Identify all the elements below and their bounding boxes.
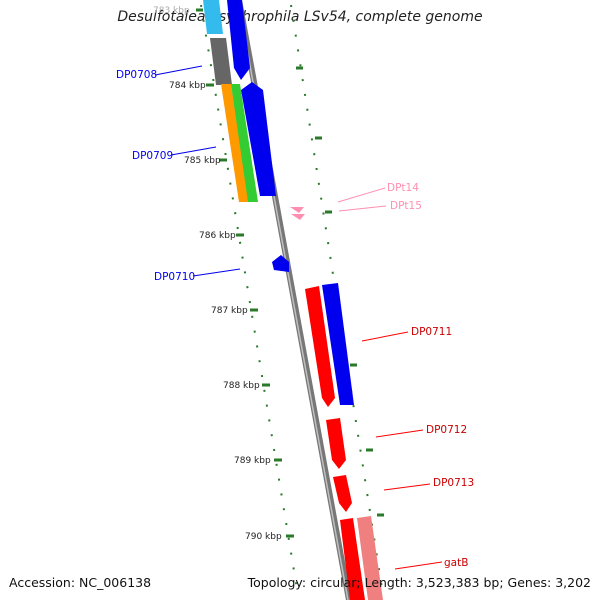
gatb-salmon-bar [357, 516, 383, 600]
gene-label-gatb[interactable]: gatB [444, 557, 468, 569]
dp0710-leader-line [192, 268, 241, 277]
dp0713-leader-line [383, 483, 431, 491]
dpt14-arrow [290, 207, 304, 213]
tick-marks [196, 8, 384, 538]
gatb-red-bar [340, 518, 365, 600]
tick-label: 786 kbp [199, 231, 236, 241]
tick-label: 784 kbp [169, 81, 206, 91]
cyan-feature-bar [203, 0, 223, 34]
dp0713-red-bar [333, 475, 352, 512]
dp0709-orange-bar [221, 84, 249, 202]
gene-label-dp0713[interactable]: DP0713 [433, 477, 474, 489]
dp0708-leader-line [154, 65, 203, 76]
dp0711-blue-bar [322, 283, 354, 405]
dpt14-leader-line [337, 187, 386, 203]
dp0712-red-bar [326, 418, 346, 469]
dp0710-feature-bar [272, 255, 289, 272]
dp0711-red-bar [305, 286, 335, 407]
gene-label-dpt14[interactable]: DPt14 [387, 182, 419, 194]
accession-label: Accession: NC_006138 [9, 575, 152, 590]
dp0709-leader-line [170, 146, 217, 156]
tick-label: 790 kbp [245, 532, 282, 542]
gene-label-dpt15[interactable]: DPt15 [390, 200, 422, 212]
dp0711-leader-line [361, 331, 409, 342]
dp0708-feature-bar [210, 38, 232, 85]
gene-label-dp0711[interactable]: DP0711 [411, 326, 452, 338]
dp0712-leader-line [375, 429, 424, 438]
topology-label: Topology: circular; Length: 3,523,383 bp… [247, 575, 591, 590]
blue-bar-upper [227, 0, 250, 80]
tick-label: 783 kbp [153, 6, 190, 16]
gatb-leader-line [394, 561, 443, 570]
gene-label-dp0709[interactable]: DP0709 [132, 150, 173, 162]
tick-label: 787 kbp [211, 306, 248, 316]
tick-label: 788 kbp [223, 381, 260, 391]
dp0709-green-bar [231, 84, 258, 202]
tick-label: 785 kbp [184, 156, 221, 166]
dp0709-blue-bar [241, 82, 276, 196]
gene-label-dp0710[interactable]: DP0710 [154, 271, 195, 283]
gene-label-dp0712[interactable]: DP0712 [426, 424, 467, 436]
tick-label: 789 kbp [234, 456, 271, 466]
gene-label-dp0708[interactable]: DP0708 [116, 69, 157, 81]
dpt15-arrow [291, 214, 305, 220]
dpt15-leader-line [338, 205, 387, 212]
